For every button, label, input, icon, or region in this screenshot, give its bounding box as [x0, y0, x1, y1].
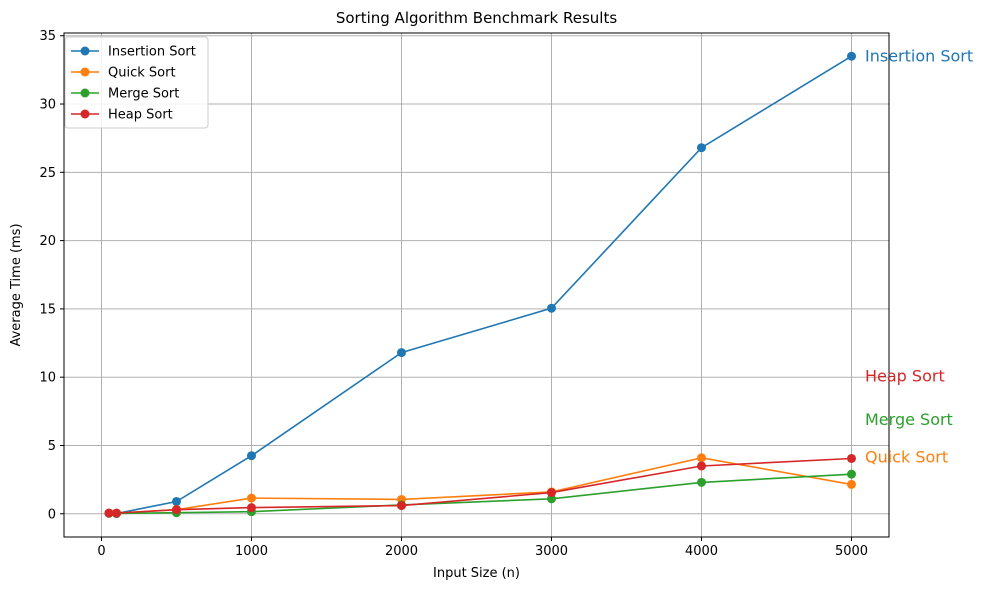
end-labels: Insertion Sort Quick Sort Merge Sort Heap S…	[865, 47, 973, 467]
legend-label: Insertion Sort	[108, 45, 196, 60]
legend-box	[64, 36, 209, 129]
legend-item-insertion-sort: Insertion Sort	[71, 45, 196, 60]
x-tick-label: 2000	[385, 544, 418, 559]
series-line	[109, 457, 852, 514]
legend-label: Merge Sort	[108, 87, 179, 102]
data-point	[847, 469, 856, 479]
data-point	[697, 453, 706, 463]
data-point	[172, 505, 181, 515]
y-tick-label: 30	[39, 98, 56, 113]
series-insertion-sort	[104, 51, 856, 519]
data-point	[847, 453, 856, 463]
data-point	[847, 51, 856, 61]
y-tick-label: 0	[48, 507, 56, 522]
end-label-quick-sort: Quick Sort	[865, 448, 948, 467]
data-point	[697, 461, 706, 471]
series-line	[108, 55, 852, 515]
x-tick-label: 0	[97, 544, 105, 559]
x-axis-label: Input Size (n)	[433, 566, 520, 581]
legend-label: Quick Sort	[108, 66, 176, 81]
legend-item-heap-sort: Heap Sort	[71, 108, 173, 123]
legend-marker	[80, 109, 90, 119]
grid	[64, 33, 889, 537]
legend: Insertion Sort Quick Sort Merge Sort Heap S…	[64, 36, 209, 129]
x-tick-label: 5000	[835, 544, 868, 559]
legend-marker	[80, 46, 90, 56]
x-tick-label: 1000	[235, 544, 268, 559]
y-tick-label: 20	[39, 234, 56, 249]
data-point	[697, 143, 706, 153]
end-label-insertion-sort: Insertion Sort	[865, 47, 973, 66]
y-tick-label: 5	[48, 439, 56, 454]
x-tick-label: 3000	[535, 544, 568, 559]
legend-item-merge-sort: Merge Sort	[71, 87, 179, 102]
ticks: 0 1000 2000 3000 4000 5000 0 5 10 15 20 25 30 35	[39, 29, 868, 559]
series-line	[109, 473, 852, 515]
data-point	[247, 451, 256, 461]
data-point	[172, 496, 181, 506]
x-tick-label: 4000	[685, 544, 718, 559]
data-point	[247, 503, 256, 513]
y-tick-label: 35	[39, 29, 56, 44]
series-layer	[104, 51, 856, 519]
data-point	[397, 348, 406, 358]
legend-item-quick-sort: Quick Sort	[71, 66, 176, 81]
y-axis-label: Average Time (ms)	[9, 223, 24, 346]
y-tick-label: 10	[39, 371, 56, 386]
series-line	[108, 456, 852, 515]
series-heap-sort	[104, 453, 856, 518]
data-point	[847, 479, 856, 489]
data-point	[697, 477, 706, 487]
legend-marker	[80, 88, 90, 98]
data-point	[247, 493, 256, 503]
legend-label: Heap Sort	[108, 108, 173, 123]
y-tick-label: 15	[39, 302, 56, 317]
end-label-merge-sort: Merge Sort	[865, 410, 953, 429]
data-point	[547, 303, 556, 313]
plot-frame	[63, 32, 890, 538]
end-label-heap-sort: Heap Sort	[865, 366, 945, 385]
legend-marker	[80, 67, 90, 77]
y-tick-label: 25	[39, 166, 56, 181]
chart-title: Sorting Algorithm Benchmark Results	[336, 9, 617, 27]
data-point	[104, 508, 114, 518]
data-point	[547, 488, 556, 498]
data-point	[112, 508, 121, 518]
data-point	[397, 501, 406, 511]
